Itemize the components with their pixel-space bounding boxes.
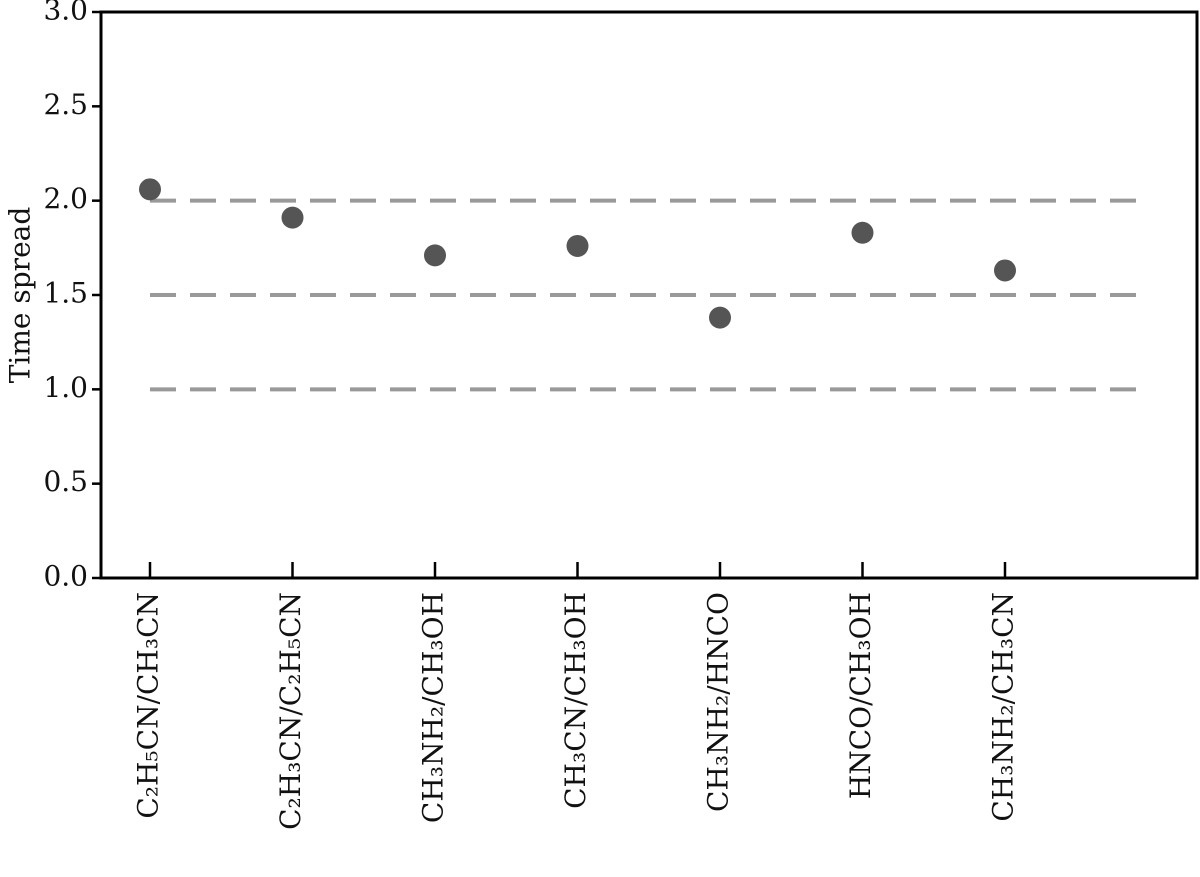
point bbox=[994, 259, 1016, 282]
y-tick-label: 3.0 bbox=[43, 0, 88, 27]
x-tick-label: CH₃NH₂/HNCO bbox=[702, 592, 735, 812]
y-axis-label: Time spread bbox=[4, 207, 37, 384]
y-tick-label: 0.0 bbox=[43, 560, 88, 593]
point bbox=[139, 178, 161, 201]
y-tick-label: 0.5 bbox=[43, 465, 88, 498]
plot-frame bbox=[99, 10, 1199, 580]
point bbox=[851, 221, 874, 244]
point bbox=[566, 234, 589, 257]
point bbox=[709, 306, 731, 329]
x-tick-label: CH₃NH₂/CH₃OH bbox=[417, 592, 450, 823]
y-tick-label: 1.0 bbox=[43, 371, 88, 404]
y-tick-label: 2.5 bbox=[43, 88, 88, 121]
point bbox=[281, 206, 304, 229]
y-tick-label: 1.5 bbox=[43, 277, 88, 310]
x-tick-label: C₂H₃CN/C₂H₅CN bbox=[274, 592, 307, 830]
x-tick-label: CH₃CN/CH₃OH bbox=[559, 592, 592, 809]
point bbox=[424, 244, 446, 267]
x-tick-label: CH₃NH₂/CH₃CN bbox=[987, 592, 1020, 822]
x-tick-label: C₂H₅CN/CH₃CN bbox=[132, 592, 165, 819]
x-tick-label: HNCO/CH₃OH bbox=[844, 592, 877, 799]
y-tick-label: 2.0 bbox=[43, 182, 88, 215]
